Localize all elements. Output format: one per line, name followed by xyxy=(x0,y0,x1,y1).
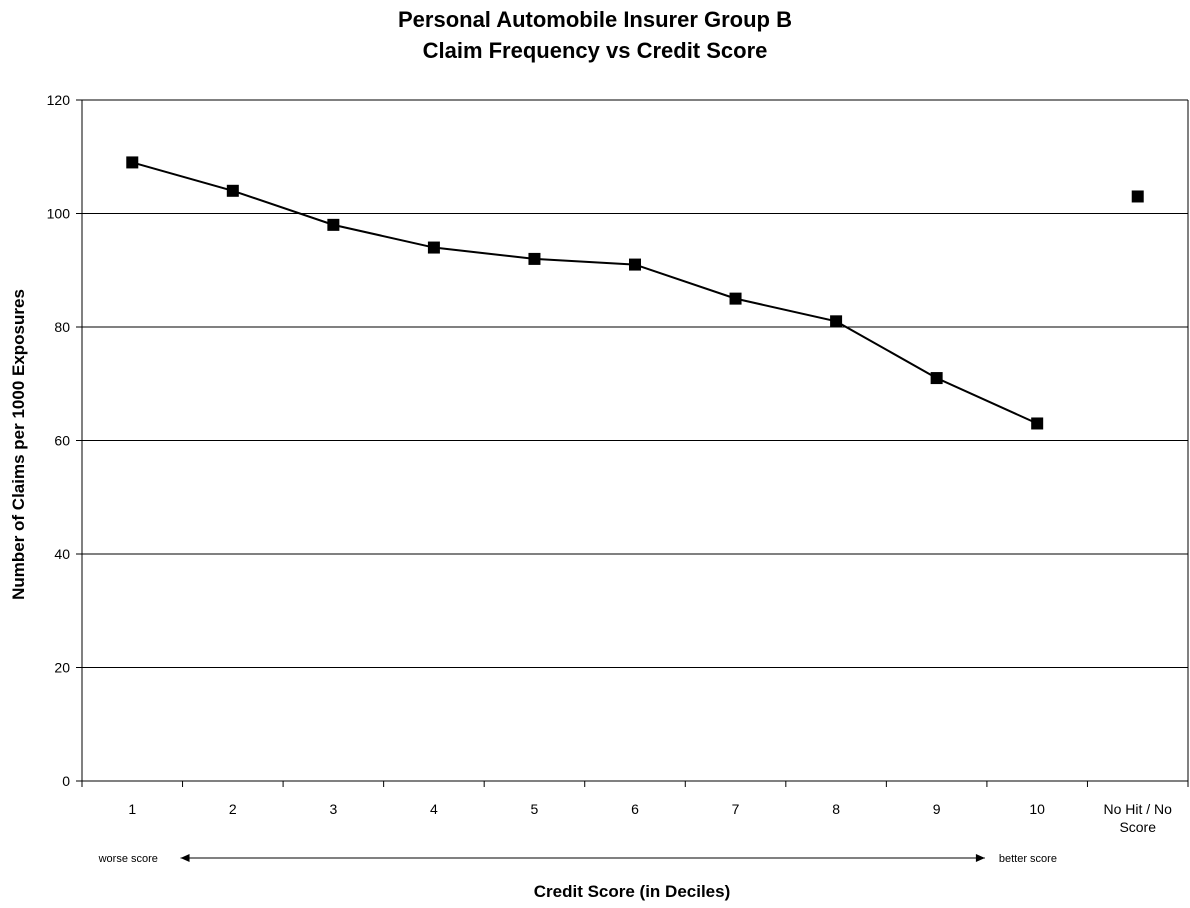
x-tick-label: 1 xyxy=(128,801,136,817)
data-point xyxy=(830,315,843,328)
arrow-head-left-icon xyxy=(180,854,190,862)
y-tick-label: 20 xyxy=(54,660,70,676)
data-point xyxy=(327,218,340,231)
y-tick-label: 60 xyxy=(54,433,70,449)
data-point xyxy=(126,156,139,169)
y-tick-label: 100 xyxy=(47,206,71,222)
chart-subtitle: Claim Frequency vs Credit Score xyxy=(422,38,768,63)
y-tick-label: 40 xyxy=(54,546,70,562)
better-score-label: better score xyxy=(999,853,1057,865)
y-tick-label: 80 xyxy=(54,319,70,335)
x-tick-label: 9 xyxy=(933,801,941,817)
y-tick-label: 120 xyxy=(47,92,71,108)
x-tick-label: 5 xyxy=(531,801,539,817)
data-point xyxy=(629,258,641,271)
data-point xyxy=(528,252,541,265)
x-tick-label: 8 xyxy=(832,801,840,817)
arrow-head-right-icon xyxy=(975,854,985,862)
data-point xyxy=(729,292,742,305)
x-tick-label: 7 xyxy=(732,801,740,817)
x-tick-label: 3 xyxy=(329,801,337,817)
data-point xyxy=(1031,417,1044,430)
data-point-no-hit xyxy=(1131,190,1144,203)
x-tick-label: 10 xyxy=(1029,801,1045,817)
x-tick-label: 2 xyxy=(229,801,237,817)
data-point xyxy=(226,184,239,197)
worse-score-label: worse score xyxy=(98,853,158,865)
x-tick-label: 6 xyxy=(631,801,639,817)
x-tick-label: 4 xyxy=(430,801,438,817)
x-tick-label: No Hit / No Score xyxy=(1103,801,1172,835)
data-point xyxy=(427,241,440,254)
data-point xyxy=(930,372,943,385)
y-tick-label: 0 xyxy=(62,773,70,789)
chart-title: Personal Automobile Insurer Group B xyxy=(397,7,792,32)
x-axis-title: Credit Score (in Deciles) xyxy=(534,882,731,901)
series-line xyxy=(132,161,1038,425)
y-axis-title: Number of Claims per 1000 Exposures xyxy=(9,289,28,600)
